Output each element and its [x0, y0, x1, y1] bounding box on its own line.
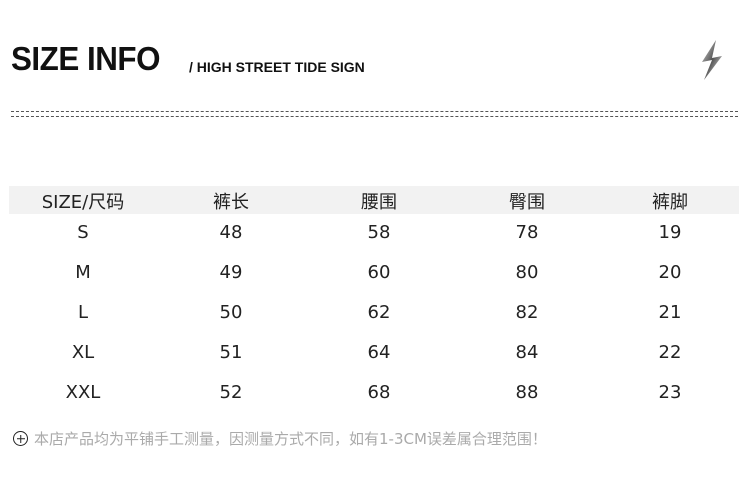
lightning-icon	[702, 40, 722, 80]
table-cell: 49	[219, 262, 243, 283]
table-cell: XL	[71, 342, 95, 363]
table-cell: 82	[515, 302, 539, 323]
table-cell: 23	[658, 382, 682, 403]
table-cell: 50	[219, 302, 243, 323]
table-cell: 62	[367, 302, 391, 323]
page-title: SIZE INFO	[11, 40, 161, 77]
table-cell: S	[77, 222, 89, 243]
plus-circle-icon	[13, 431, 28, 446]
table-cell: 21	[658, 302, 682, 323]
table-cell: XXL	[65, 382, 101, 403]
page-subtitle: / HIGH STREET TIDE SIGN	[189, 59, 365, 75]
table-cell: 80	[515, 262, 539, 283]
table-cell: 68	[367, 382, 391, 403]
column-header: 裤脚	[652, 192, 688, 213]
table-cell: 51	[219, 342, 243, 363]
table-header-band	[9, 186, 739, 214]
measurement-note: 本店产品均为平铺手工测量，因测量方式不同，如有1-3CM误差属合理范围！	[13, 428, 547, 449]
dashed-divider	[11, 111, 738, 117]
table-cell: 52	[219, 382, 243, 403]
table-cell: 78	[515, 222, 539, 243]
table-cell: 64	[367, 342, 391, 363]
table-cell: 88	[515, 382, 539, 403]
table-cell: 48	[219, 222, 243, 243]
column-header: SIZE/尺码	[41, 192, 125, 213]
table-cell: M	[75, 262, 91, 283]
column-header: 裤长	[213, 192, 249, 213]
column-header: 腰围	[361, 192, 397, 213]
table-cell: 22	[658, 342, 682, 363]
note-text: 本店产品均为平铺手工测量，因测量方式不同，如有1-3CM误差属合理范围！	[34, 430, 547, 448]
table-cell: 20	[658, 262, 682, 283]
table-cell: L	[77, 302, 89, 323]
table-cell: 58	[367, 222, 391, 243]
table-cell: 19	[658, 222, 682, 243]
column-header: 臀围	[509, 192, 545, 213]
table-cell: 84	[515, 342, 539, 363]
table-cell: 60	[367, 262, 391, 283]
